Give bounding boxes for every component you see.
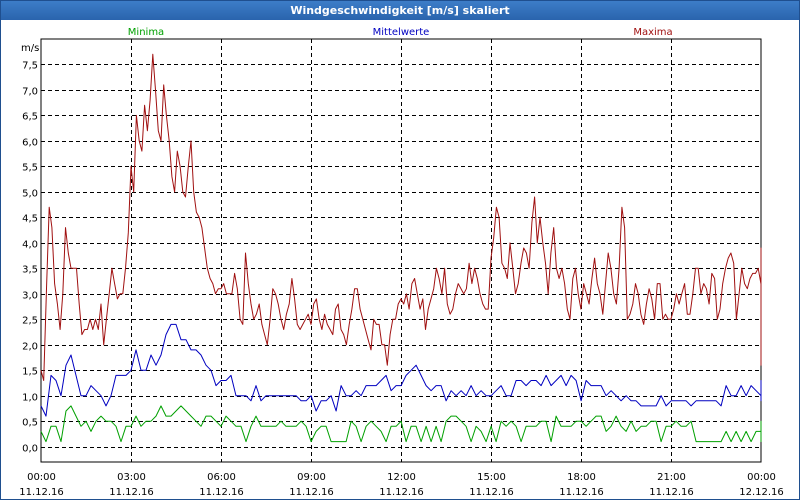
x-tick-time: 18:00 (567, 472, 596, 483)
x-tick-time: 12:00 (387, 472, 416, 483)
x-tick-date: 11.12.16 (199, 487, 244, 498)
y-tick-label: 7,5 (22, 61, 38, 72)
y-tick-label: 4,5 (22, 214, 38, 225)
y-tick-label: 7,0 (22, 87, 38, 98)
legend-mittelwerte: Mittelwerte (373, 27, 430, 38)
y-tick-label: 5,5 (22, 163, 38, 174)
x-tick-date: 11.12.16 (379, 487, 424, 498)
y-tick-label: 0,0 (22, 444, 38, 455)
y-tick-label: 6,0 (22, 138, 38, 149)
series-line-minima (40, 405, 762, 443)
x-tick-time: 03:00 (117, 472, 146, 483)
x-tick-date: 11.12.16 (559, 487, 604, 498)
x-tick-date: 11.12.16 (109, 487, 154, 498)
window-title: Windgeschwindigkeit [m/s] skaliert (1, 1, 799, 20)
y-tick-label: 6,5 (22, 112, 38, 123)
y-tick-label: 2,5 (22, 316, 38, 327)
y-tick-label: 3,5 (22, 265, 38, 276)
series-line-mittelwerte (40, 323, 762, 417)
legend-minima: Minima (128, 27, 164, 38)
x-tick-time: 06:00 (207, 472, 236, 483)
y-tick-label: 4,0 (22, 240, 38, 251)
x-tick-time: 00:00 (27, 472, 56, 483)
series-line-maxima (40, 53, 762, 381)
x-tick-time: 00:00 (747, 472, 776, 483)
x-tick-time: 15:00 (477, 472, 506, 483)
x-tick-date: 11.12.16 (289, 487, 334, 498)
y-tick-label: 0,5 (22, 418, 38, 429)
y-tick-label: 3,0 (22, 291, 38, 302)
x-tick-date: 11.12.16 (19, 487, 64, 498)
x-tick-date: 12.12.16 (739, 487, 784, 498)
x-tick-date: 11.12.16 (469, 487, 514, 498)
x-tick-time: 09:00 (297, 472, 326, 483)
legend-maxima: Maxima (633, 27, 672, 38)
y-tick-label: 5,0 (22, 189, 38, 200)
y-tick-label: 1,5 (22, 367, 38, 378)
y-tick-label: 2,0 (22, 342, 38, 353)
x-tick-time: 21:00 (657, 472, 686, 483)
x-tick-date: 11.12.16 (649, 487, 694, 498)
y-axis-label: m/s (21, 43, 39, 54)
y-tick-label: 1,0 (22, 393, 38, 404)
